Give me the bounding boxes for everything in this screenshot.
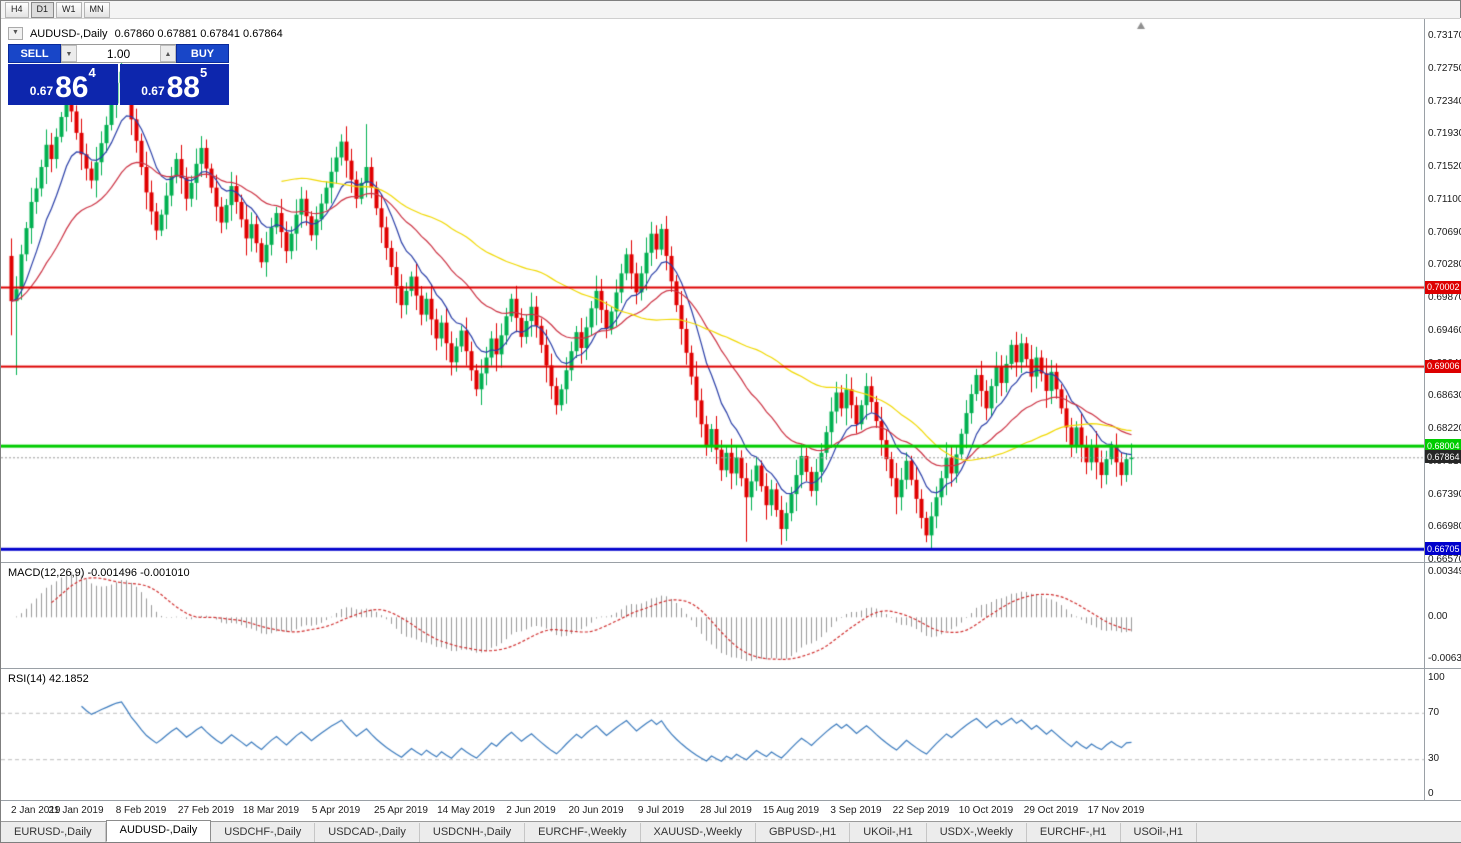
price-tick-label: 0.69460: [1428, 324, 1461, 336]
price-tick-label: 0.70280: [1428, 259, 1461, 271]
chart-tab-eurchf-h1[interactable]: EURCHF-,H1: [1027, 823, 1121, 842]
volume-decrease-icon[interactable]: ▼: [61, 45, 77, 62]
chart-tab-ukoil-h1[interactable]: UKOil-,H1: [850, 823, 927, 842]
macd-indicator-canvas[interactable]: [1, 564, 1425, 668]
pane-separator[interactable]: [1, 668, 1461, 669]
timeframe-button-d1[interactable]: D1: [30, 1, 55, 18]
level-price-label: 0.70002: [1425, 280, 1461, 294]
volume-input[interactable]: [77, 45, 160, 62]
date-axis-label: 15 Aug 2019: [762, 805, 820, 816]
buy-price-box[interactable]: 0.67 88 5: [119, 64, 229, 105]
chart-window: ▼ AUDUSD-,Daily 0.67860 0.67881 0.67841 …: [1, 18, 1461, 823]
chart-tab-usdx-weekly[interactable]: USDX-,Weekly: [927, 823, 1027, 842]
price-tick-label: 0.72750: [1428, 63, 1461, 75]
chart-tab-xauusd-weekly[interactable]: XAUUSD-,Weekly: [641, 823, 756, 842]
date-axis-label: 3 Sep 2019: [830, 805, 882, 816]
period-toolbar: H4 D1 W1 MN: [1, 1, 1460, 19]
date-axis-label: 17 Nov 2019: [1087, 805, 1145, 816]
price-tick-label: 0.66570: [1428, 554, 1461, 565]
one-click-trade-panel: SELL ▼ ▲ BUY 0.67 86 4 0.67 88 5: [8, 44, 229, 105]
pane-separator[interactable]: [1, 562, 1461, 563]
sell-price-big: 86: [55, 71, 89, 104]
price-scale: 0.73170 0.72750 0.72340 0.71930 0.71520 0.711…: [1424, 18, 1461, 801]
price-tick-label: 0.71930: [1428, 128, 1461, 140]
rsi-scale-label: 100: [1428, 672, 1445, 683]
sell-price-pip: 4: [88, 65, 96, 80]
sell-price-prefix: 0.67: [29, 84, 54, 98]
timeframe-button-mn[interactable]: MN: [83, 1, 110, 18]
chart-tab-eurusd-daily[interactable]: EURUSD-,Daily: [1, 823, 106, 842]
main-chart-canvas[interactable]: [1, 18, 1425, 562]
price-tick-label: 0.68220: [1428, 423, 1461, 434]
chart-tab-usdchf-daily[interactable]: USDCHF-,Daily: [211, 823, 316, 842]
sell-price-box[interactable]: 0.67 86 4: [8, 64, 118, 105]
rsi-scale-label: 30: [1428, 753, 1440, 765]
date-axis-label: 5 Apr 2019: [311, 805, 361, 816]
date-axis: 2 Jan 2019 21 Jan 2019 8 Feb 2019 27 Feb 20…: [1, 801, 1424, 823]
price-tick-label: 0.66980: [1428, 521, 1461, 533]
chart-ohlc-values: 0.67860 0.67881 0.67841 0.67864: [114, 27, 283, 40]
chart-tab-usoil-h1[interactable]: USOil-,H1: [1121, 823, 1198, 842]
macd-header: MACD(12,26,9) -0.001496 -0.001010: [8, 567, 190, 579]
level-price-label: 0.68004: [1425, 439, 1461, 453]
price-tick-label: 0.68630: [1428, 390, 1461, 402]
date-axis-label: 28 Jul 2019: [700, 805, 752, 816]
date-axis-label: 18 Mar 2019: [242, 805, 300, 816]
date-axis-label: 22 Sep 2019: [892, 805, 950, 816]
date-axis-label: 21 Jan 2019: [48, 805, 104, 816]
timeframe-button-w1[interactable]: W1: [56, 1, 82, 18]
level-price-label: 0.69006: [1425, 359, 1461, 373]
date-axis-label: 10 Oct 2019: [958, 805, 1014, 816]
buy-price-big: 88: [166, 71, 200, 104]
timeframe-button-group: H4 D1 W1 MN: [5, 1, 110, 18]
macd-scale-label: -0.00637: [1428, 653, 1461, 664]
chart-tab-bar: EURUSD-,Daily AUDUSD-,Daily USDCHF-,Daily U…: [1, 820, 1461, 842]
date-axis-label: 8 Feb 2019: [115, 805, 167, 816]
rsi-indicator-canvas[interactable]: [1, 670, 1425, 800]
level-price-label: 0.66705: [1425, 542, 1461, 556]
price-tick-label: 0.67390: [1428, 488, 1461, 500]
date-axis-label: 20 Jun 2019: [568, 805, 624, 816]
chart-tab-gbpusd-h1[interactable]: GBPUSD-,H1: [756, 823, 851, 842]
macd-scale-label: 0.00: [1428, 611, 1448, 623]
date-axis-label: 9 Jul 2019: [637, 805, 685, 816]
date-axis-label: 29 Oct 2019: [1023, 805, 1079, 816]
timeframe-button-h4[interactable]: H4: [5, 1, 29, 18]
date-axis-label: 27 Feb 2019: [177, 805, 235, 816]
buy-price-prefix: 0.67: [141, 84, 165, 98]
chart-tab-usdcad-daily[interactable]: USDCAD-,Daily: [315, 823, 420, 842]
rsi-header: RSI(14) 42.1852: [8, 673, 89, 685]
chart-tab-audusd-daily[interactable]: AUDUSD-,Daily: [105, 820, 212, 842]
chart-tab-list: EURUSD-,Daily AUDUSD-,Daily USDCHF-,Daily U…: [1, 820, 1198, 842]
buy-button[interactable]: BUY: [176, 44, 229, 63]
chevron-down-icon[interactable]: ▼: [8, 27, 23, 40]
date-axis-label: 2 Jun 2019: [506, 805, 556, 816]
chart-symbol-title: AUDUSD-,Daily: [29, 27, 108, 40]
price-tick-label: 0.71100: [1428, 194, 1461, 206]
sell-button[interactable]: SELL: [8, 44, 61, 63]
chart-title-row: ▼ AUDUSD-,Daily 0.67860 0.67881 0.67841 …: [8, 27, 283, 40]
chart-tab-eurchf-weekly[interactable]: EURCHF-,Weekly: [525, 823, 641, 842]
buy-price-pip: 5: [200, 65, 208, 80]
price-tick-label: 0.69870: [1428, 292, 1461, 303]
date-axis-label: 25 Apr 2019: [374, 805, 428, 816]
price-tick-label: 0.73170: [1428, 30, 1461, 41]
current-price-label: 0.67864: [1425, 450, 1461, 464]
rsi-scale-label: 70: [1428, 706, 1440, 718]
price-tick-label: 0.70690: [1428, 226, 1461, 238]
date-axis-label: 2 Jan 2019: [11, 805, 61, 816]
chart-tab-usdcnh-daily[interactable]: USDCNH-,Daily: [420, 823, 526, 842]
price-tick-label: 0.71520: [1428, 161, 1461, 172]
pane-separator: [1, 800, 1461, 801]
volume-group: ▼ ▲: [61, 44, 176, 63]
price-tick-label: 0.72340: [1428, 95, 1461, 107]
rsi-scale-label: 0: [1428, 788, 1434, 799]
volume-increase-icon[interactable]: ▲: [160, 45, 176, 62]
macd-scale-label: 0.00349: [1428, 566, 1461, 577]
date-axis-label: 14 May 2019: [437, 805, 495, 816]
